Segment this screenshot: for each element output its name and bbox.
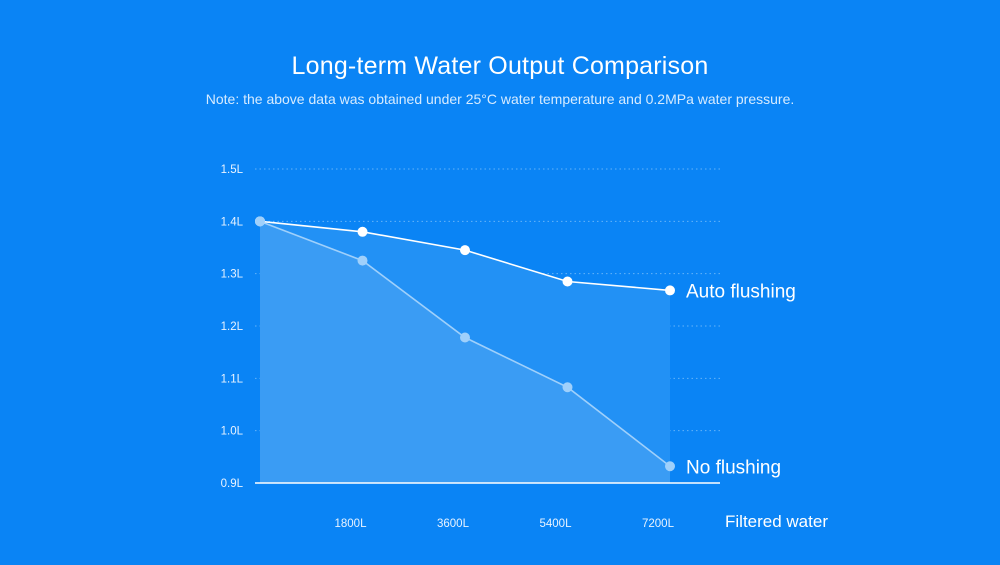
x-tick-labels: 1800L 3600L 5400L 7200L (335, 518, 675, 530)
auto-flushing-point (562, 276, 573, 287)
no-flushing-point (255, 216, 265, 227)
y-tick-label: 1.5L (221, 164, 244, 176)
x-tick-label: 7200L (642, 518, 675, 530)
x-tick-label: 3600L (437, 518, 470, 530)
y-tick-label: 1.2L (221, 321, 244, 333)
no-flushing-area (260, 221, 670, 484)
y-tick-label: 1.4L (221, 216, 244, 228)
x-tick-label: 5400L (540, 518, 573, 530)
auto-flushing-point (460, 245, 470, 256)
no-flushing-point (460, 332, 470, 343)
y-tick-label: 0.9L (221, 478, 244, 490)
y-tick-label: 1.0L (221, 426, 244, 438)
area-fills (260, 221, 670, 484)
series-points (255, 216, 675, 472)
no-flushing-point (357, 255, 368, 266)
auto-flushing-label: Auto flushing (686, 281, 796, 302)
y-tick-label: 1.3L (221, 269, 244, 281)
chart-subtitle: Note: the above data was obtained under … (205, 91, 795, 107)
no-flushing-label: No flushing (686, 457, 781, 478)
auto-flushing-point (357, 226, 368, 237)
x-tick-label: 1800L (335, 518, 368, 530)
x-axis-label: Filtered water (725, 512, 828, 531)
y-tick-label: 1.1L (221, 373, 244, 385)
auto-flushing-point (665, 285, 675, 296)
no-flushing-point (562, 382, 573, 393)
chart-title: Long-term Water Output Comparison (291, 52, 709, 80)
no-flushing-point (665, 461, 675, 472)
y-tick-labels: 0.9L 1.0L 1.1L 1.2L 1.3L 1.4L 1.5L (221, 164, 244, 490)
series-labels: Auto flushing No flushing (686, 281, 796, 478)
